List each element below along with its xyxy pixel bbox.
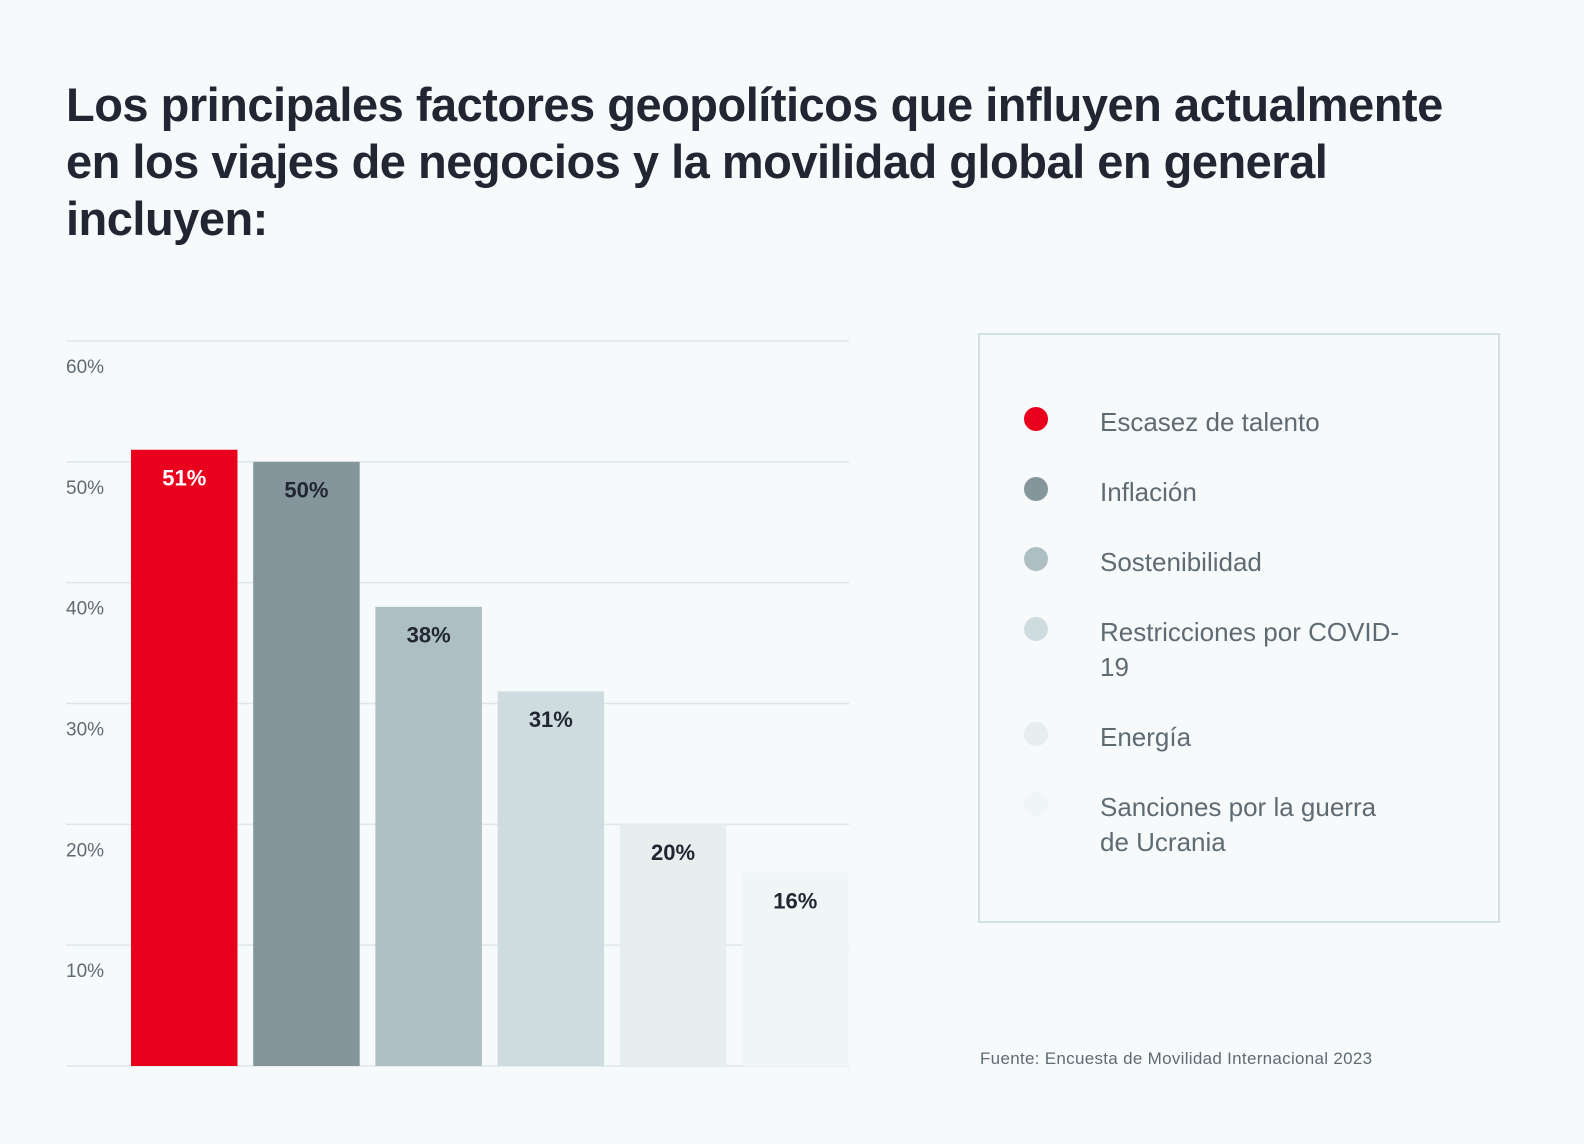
y-tick-label: 60% — [66, 357, 104, 378]
bar — [619, 824, 727, 1066]
legend-label: Energía — [1100, 722, 1192, 752]
legend-label: Escasez de talento — [1100, 407, 1320, 437]
legend-item: Restricciones por COVID-19 — [980, 615, 1498, 685]
legend-swatch — [1024, 477, 1048, 501]
legend-item: Energía — [980, 720, 1498, 755]
bar — [131, 449, 238, 1066]
legend-label: Inflación — [1100, 477, 1197, 507]
y-tick-label: 10% — [66, 961, 104, 982]
legend: Escasez de talento Inflación Sostenibilida… — [978, 333, 1500, 923]
y-tick-label: 40% — [66, 599, 104, 620]
legend-label: Sanciones por la guerra de Ucrania — [1100, 792, 1377, 857]
y-tick-label: 20% — [66, 840, 104, 861]
legend-swatch — [1024, 617, 1048, 641]
legend-swatch — [1024, 792, 1048, 816]
y-tick-label: 30% — [66, 720, 104, 741]
bar — [742, 872, 849, 1066]
value-label: 16% — [773, 888, 817, 913]
bar — [253, 461, 360, 1066]
value-label: 31% — [529, 707, 573, 732]
value-label: 50% — [284, 478, 328, 503]
bar — [497, 691, 605, 1066]
value-label: 20% — [651, 840, 695, 865]
legend-item: Sanciones por la guerra de Ucrania — [980, 790, 1498, 860]
chart-title: Los principales factores geopolíticos qu… — [66, 78, 1443, 245]
legend-swatch — [1024, 547, 1048, 571]
chart: 10% 20% 30% 40% 50% 60% 51% 50% 38% 31% 20% 16% — [66, 340, 849, 1067]
value-label: 51% — [162, 466, 206, 491]
legend-item: Sostenibilidad — [980, 545, 1498, 580]
legend-label: Sostenibilidad — [1100, 547, 1262, 577]
source-note: Fuente: Encuesta de Movilidad Internacio… — [980, 1049, 1373, 1068]
legend-swatch — [1024, 407, 1048, 431]
legend-item: Escasez de talento — [980, 405, 1498, 440]
value-label: 38% — [407, 623, 451, 648]
bar — [375, 606, 482, 1066]
legend-item: Inflación — [980, 475, 1498, 510]
legend-swatch — [1024, 722, 1048, 746]
y-tick-label: 50% — [66, 478, 104, 499]
legend-label: Restricciones por COVID-19 — [1100, 617, 1400, 682]
